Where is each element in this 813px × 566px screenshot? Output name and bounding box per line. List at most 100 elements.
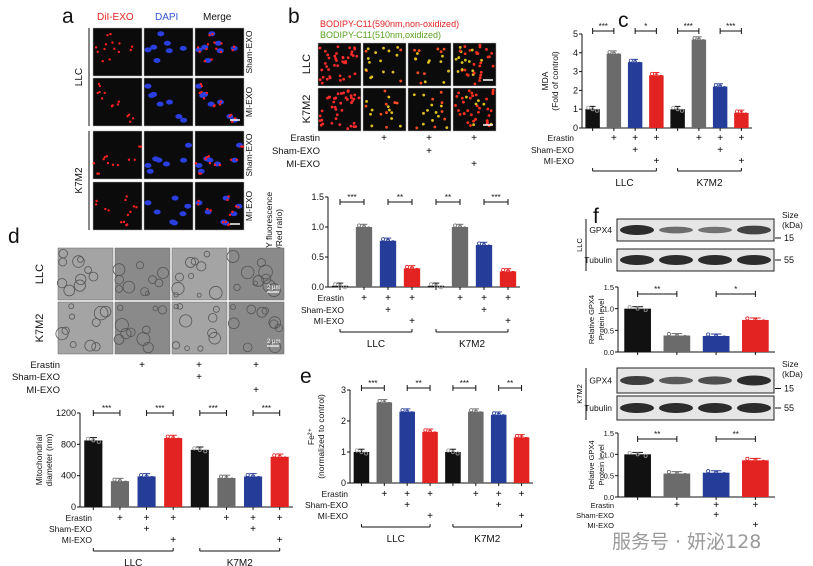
cell-dot bbox=[370, 124, 374, 128]
data-point bbox=[139, 472, 144, 477]
exosome-dot bbox=[113, 47, 116, 51]
data-point bbox=[359, 449, 364, 454]
protein-band bbox=[737, 225, 771, 235]
cell-dot bbox=[479, 61, 483, 65]
exosome-dot bbox=[220, 42, 223, 45]
cell-dot bbox=[460, 96, 464, 100]
bar bbox=[403, 268, 421, 287]
data-point bbox=[607, 50, 612, 55]
cell-dot bbox=[387, 95, 391, 99]
exosome-dot bbox=[202, 97, 206, 100]
exosome-dot bbox=[231, 120, 234, 123]
nucleus bbox=[207, 101, 215, 107]
organelle bbox=[252, 280, 258, 286]
organelle bbox=[148, 275, 157, 284]
exosome-dot bbox=[127, 158, 131, 161]
organelle bbox=[63, 284, 76, 297]
cell-dot bbox=[443, 117, 447, 121]
y-tick-label: 800 bbox=[61, 439, 76, 449]
cell-dot bbox=[328, 75, 332, 79]
bar bbox=[399, 411, 415, 483]
y-tick-label: 1.5 bbox=[311, 192, 324, 202]
organelle bbox=[173, 303, 179, 310]
bar bbox=[742, 460, 769, 497]
row-label: Sham-EXO bbox=[244, 133, 254, 176]
significance-label: *** bbox=[368, 379, 377, 388]
micrograph-a bbox=[194, 27, 245, 77]
data-point bbox=[514, 433, 519, 438]
cell-dot bbox=[417, 49, 421, 53]
micrograph-a bbox=[194, 77, 245, 127]
cell-dot bbox=[346, 90, 350, 93]
nucleus bbox=[195, 162, 203, 168]
exosome-dot bbox=[229, 113, 233, 116]
panel-d-letter: d bbox=[8, 225, 20, 248]
cell-dot bbox=[466, 73, 470, 77]
cell-dot bbox=[463, 45, 467, 48]
exosome-dot bbox=[103, 91, 106, 95]
cell-dot bbox=[470, 48, 474, 52]
cell-dot bbox=[336, 64, 340, 68]
panel-a-letter: a bbox=[62, 5, 74, 28]
bar bbox=[164, 438, 183, 507]
data-point bbox=[414, 267, 419, 272]
exosome-dot bbox=[205, 155, 209, 159]
size-marker: 55 bbox=[784, 255, 794, 265]
cell-dot bbox=[320, 118, 324, 122]
bar bbox=[137, 476, 156, 507]
data-point bbox=[405, 264, 410, 269]
cell-dot bbox=[330, 121, 334, 125]
cell-dot bbox=[442, 47, 446, 51]
bar bbox=[379, 240, 397, 287]
cell-dot bbox=[439, 50, 443, 54]
data-point bbox=[635, 452, 640, 457]
organelle bbox=[171, 341, 181, 350]
cell-dot bbox=[352, 121, 356, 125]
data-point bbox=[277, 454, 282, 459]
cell-dot bbox=[463, 68, 467, 72]
nucleus bbox=[153, 58, 161, 64]
cell-line-label: LLC bbox=[575, 238, 584, 252]
exosome-dot bbox=[109, 32, 112, 36]
organelle bbox=[246, 304, 256, 315]
bar bbox=[355, 227, 373, 287]
micrograph-a bbox=[92, 77, 143, 127]
nucleus bbox=[179, 211, 187, 217]
cell-dot bbox=[326, 96, 329, 100]
cell-dot bbox=[350, 50, 354, 54]
exosome-dot bbox=[122, 220, 126, 224]
cell-dot bbox=[339, 92, 343, 95]
tem-background bbox=[57, 247, 114, 301]
cell-dot bbox=[353, 46, 356, 50]
data-point bbox=[405, 409, 410, 414]
treatment-label: Erastin bbox=[66, 513, 93, 523]
bar bbox=[624, 308, 651, 352]
bar bbox=[475, 245, 493, 287]
treatment-label: MI-EXO bbox=[286, 159, 320, 170]
organelle bbox=[144, 291, 150, 296]
organelle bbox=[190, 257, 199, 266]
organelle bbox=[61, 326, 70, 335]
blot-strip bbox=[616, 218, 775, 242]
panel-f-letter: f bbox=[593, 205, 599, 228]
plus-marker: + bbox=[144, 513, 150, 524]
row-label: Sham-EXO bbox=[244, 30, 254, 73]
exosome-dot bbox=[129, 48, 132, 52]
cell-dot bbox=[467, 60, 471, 63]
exosome-dot bbox=[197, 199, 200, 203]
nucleus bbox=[144, 83, 152, 89]
protein-band bbox=[737, 403, 771, 413]
micrograph-a bbox=[92, 130, 143, 180]
cell-dot bbox=[423, 72, 426, 76]
bar bbox=[353, 452, 370, 483]
nucleus bbox=[153, 209, 161, 215]
exosome-dot bbox=[210, 58, 213, 61]
cell-dot bbox=[457, 91, 461, 95]
data-point bbox=[361, 224, 366, 229]
y-axis-label: (normalized to control) bbox=[316, 394, 326, 479]
exosome-dot bbox=[215, 47, 218, 51]
cell-dot bbox=[379, 112, 383, 116]
cell-dot bbox=[390, 111, 394, 115]
exosome-dot bbox=[127, 113, 131, 116]
plus-marker: + bbox=[496, 489, 502, 500]
